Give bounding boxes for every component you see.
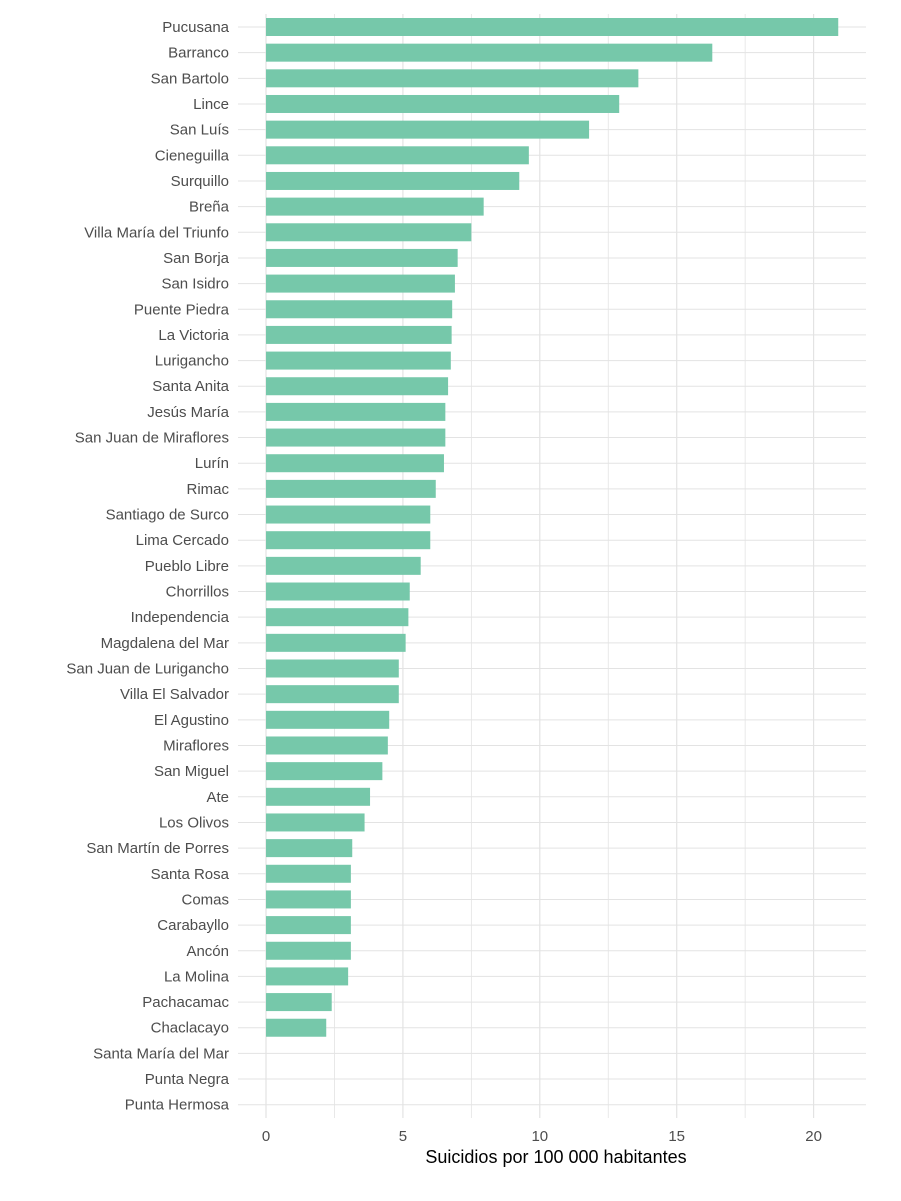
bar — [266, 839, 353, 858]
bar — [266, 531, 431, 550]
bar-layer — [266, 18, 839, 1037]
bar — [266, 18, 839, 36]
bar — [266, 197, 484, 216]
category-label: Chaclacayo — [151, 1020, 229, 1037]
bar — [266, 762, 383, 781]
bar — [266, 864, 351, 883]
category-label: Lurigancho — [155, 353, 229, 370]
label-layer: Pucusana Barranco San Bartolo Lince San Luís… — [66, 19, 229, 1114]
category-label: San Borja — [163, 250, 230, 267]
bar — [266, 1018, 327, 1037]
bar — [266, 300, 453, 319]
bar — [266, 248, 458, 267]
x-tick-label: 20 — [805, 1128, 822, 1145]
category-label: Carabayllo — [157, 917, 229, 934]
bar — [266, 479, 436, 498]
category-label: Santiago de Surco — [106, 507, 229, 524]
bar — [266, 223, 472, 242]
bar — [266, 146, 529, 165]
bar — [266, 351, 451, 370]
x-tick-label: 15 — [668, 1128, 685, 1145]
bar — [266, 171, 520, 190]
bar — [266, 941, 351, 960]
tick-layer: 0 5 10 15 20 — [262, 1128, 822, 1145]
category-label: Surquillo — [171, 173, 229, 190]
bar — [266, 43, 713, 62]
bar — [266, 69, 639, 88]
bar — [266, 505, 431, 524]
bar — [266, 890, 351, 909]
x-tick-label: 5 — [399, 1128, 407, 1145]
bar — [266, 659, 399, 678]
x-tick-label: 0 — [262, 1128, 270, 1145]
category-label: Lince — [193, 96, 229, 113]
bar — [266, 916, 351, 935]
bar — [266, 120, 590, 139]
bar — [266, 582, 410, 601]
bar — [266, 325, 452, 344]
category-label: San Bartolo — [151, 70, 229, 87]
category-label: Santa Rosa — [151, 866, 230, 883]
category-label: Pucusana — [162, 19, 229, 36]
bar — [266, 274, 455, 293]
bar — [266, 608, 409, 627]
category-label: Santa Anita — [152, 378, 229, 395]
bar — [266, 454, 444, 473]
x-axis-title: Suicidios por 100 000 habitantes — [425, 1147, 686, 1167]
x-tick-label: 10 — [531, 1128, 548, 1145]
category-label: Jesús María — [147, 404, 229, 421]
category-label: Pueblo Libre — [145, 558, 229, 575]
category-label: Comas — [181, 891, 229, 908]
category-label: Villa El Salvador — [120, 686, 229, 703]
category-label: Barranco — [168, 45, 229, 62]
category-label: Punta Negra — [145, 1071, 230, 1088]
category-label: Rimac — [186, 481, 229, 498]
bar — [266, 967, 349, 986]
category-label: Villa María del Triunfo — [84, 224, 229, 241]
category-label: Independencia — [131, 609, 230, 626]
bar — [266, 787, 371, 806]
category-label: Lurín — [195, 455, 229, 472]
category-label: Breña — [189, 199, 230, 216]
category-label: San Juan de Miraflores — [75, 430, 229, 447]
category-label: Magdalena del Mar — [101, 635, 229, 652]
category-label: Miraflores — [163, 737, 229, 754]
category-label: Punta Hermosa — [125, 1097, 230, 1114]
bar — [266, 710, 390, 729]
category-label: San Luís — [170, 122, 229, 139]
bar — [266, 94, 620, 113]
category-label: Pachacamac — [142, 994, 229, 1011]
category-label: La Victoria — [158, 327, 229, 344]
category-label: San Isidro — [161, 276, 229, 293]
bar — [266, 402, 446, 421]
category-label: San Miguel — [154, 763, 229, 780]
category-label: La Molina — [164, 968, 230, 985]
bar — [266, 813, 365, 832]
category-label: Chorrillos — [166, 584, 229, 601]
category-label: Los Olivos — [159, 814, 229, 831]
category-label: Cieneguilla — [155, 147, 230, 164]
category-label: Puente Piedra — [134, 301, 230, 318]
bar — [266, 556, 421, 575]
bar — [266, 685, 399, 704]
bar — [266, 633, 406, 652]
bar — [266, 993, 332, 1012]
bar — [266, 377, 449, 396]
bar — [266, 428, 446, 447]
category-label: Ancón — [186, 943, 229, 960]
bar — [266, 736, 388, 755]
category-label: Santa María del Mar — [93, 1045, 229, 1062]
category-label: San Martín de Porres — [86, 840, 229, 857]
category-label: San Juan de Lurigancho — [66, 661, 229, 678]
category-label: El Agustino — [154, 712, 229, 729]
category-label: Ate — [206, 789, 229, 806]
category-label: Lima Cercado — [136, 532, 229, 549]
